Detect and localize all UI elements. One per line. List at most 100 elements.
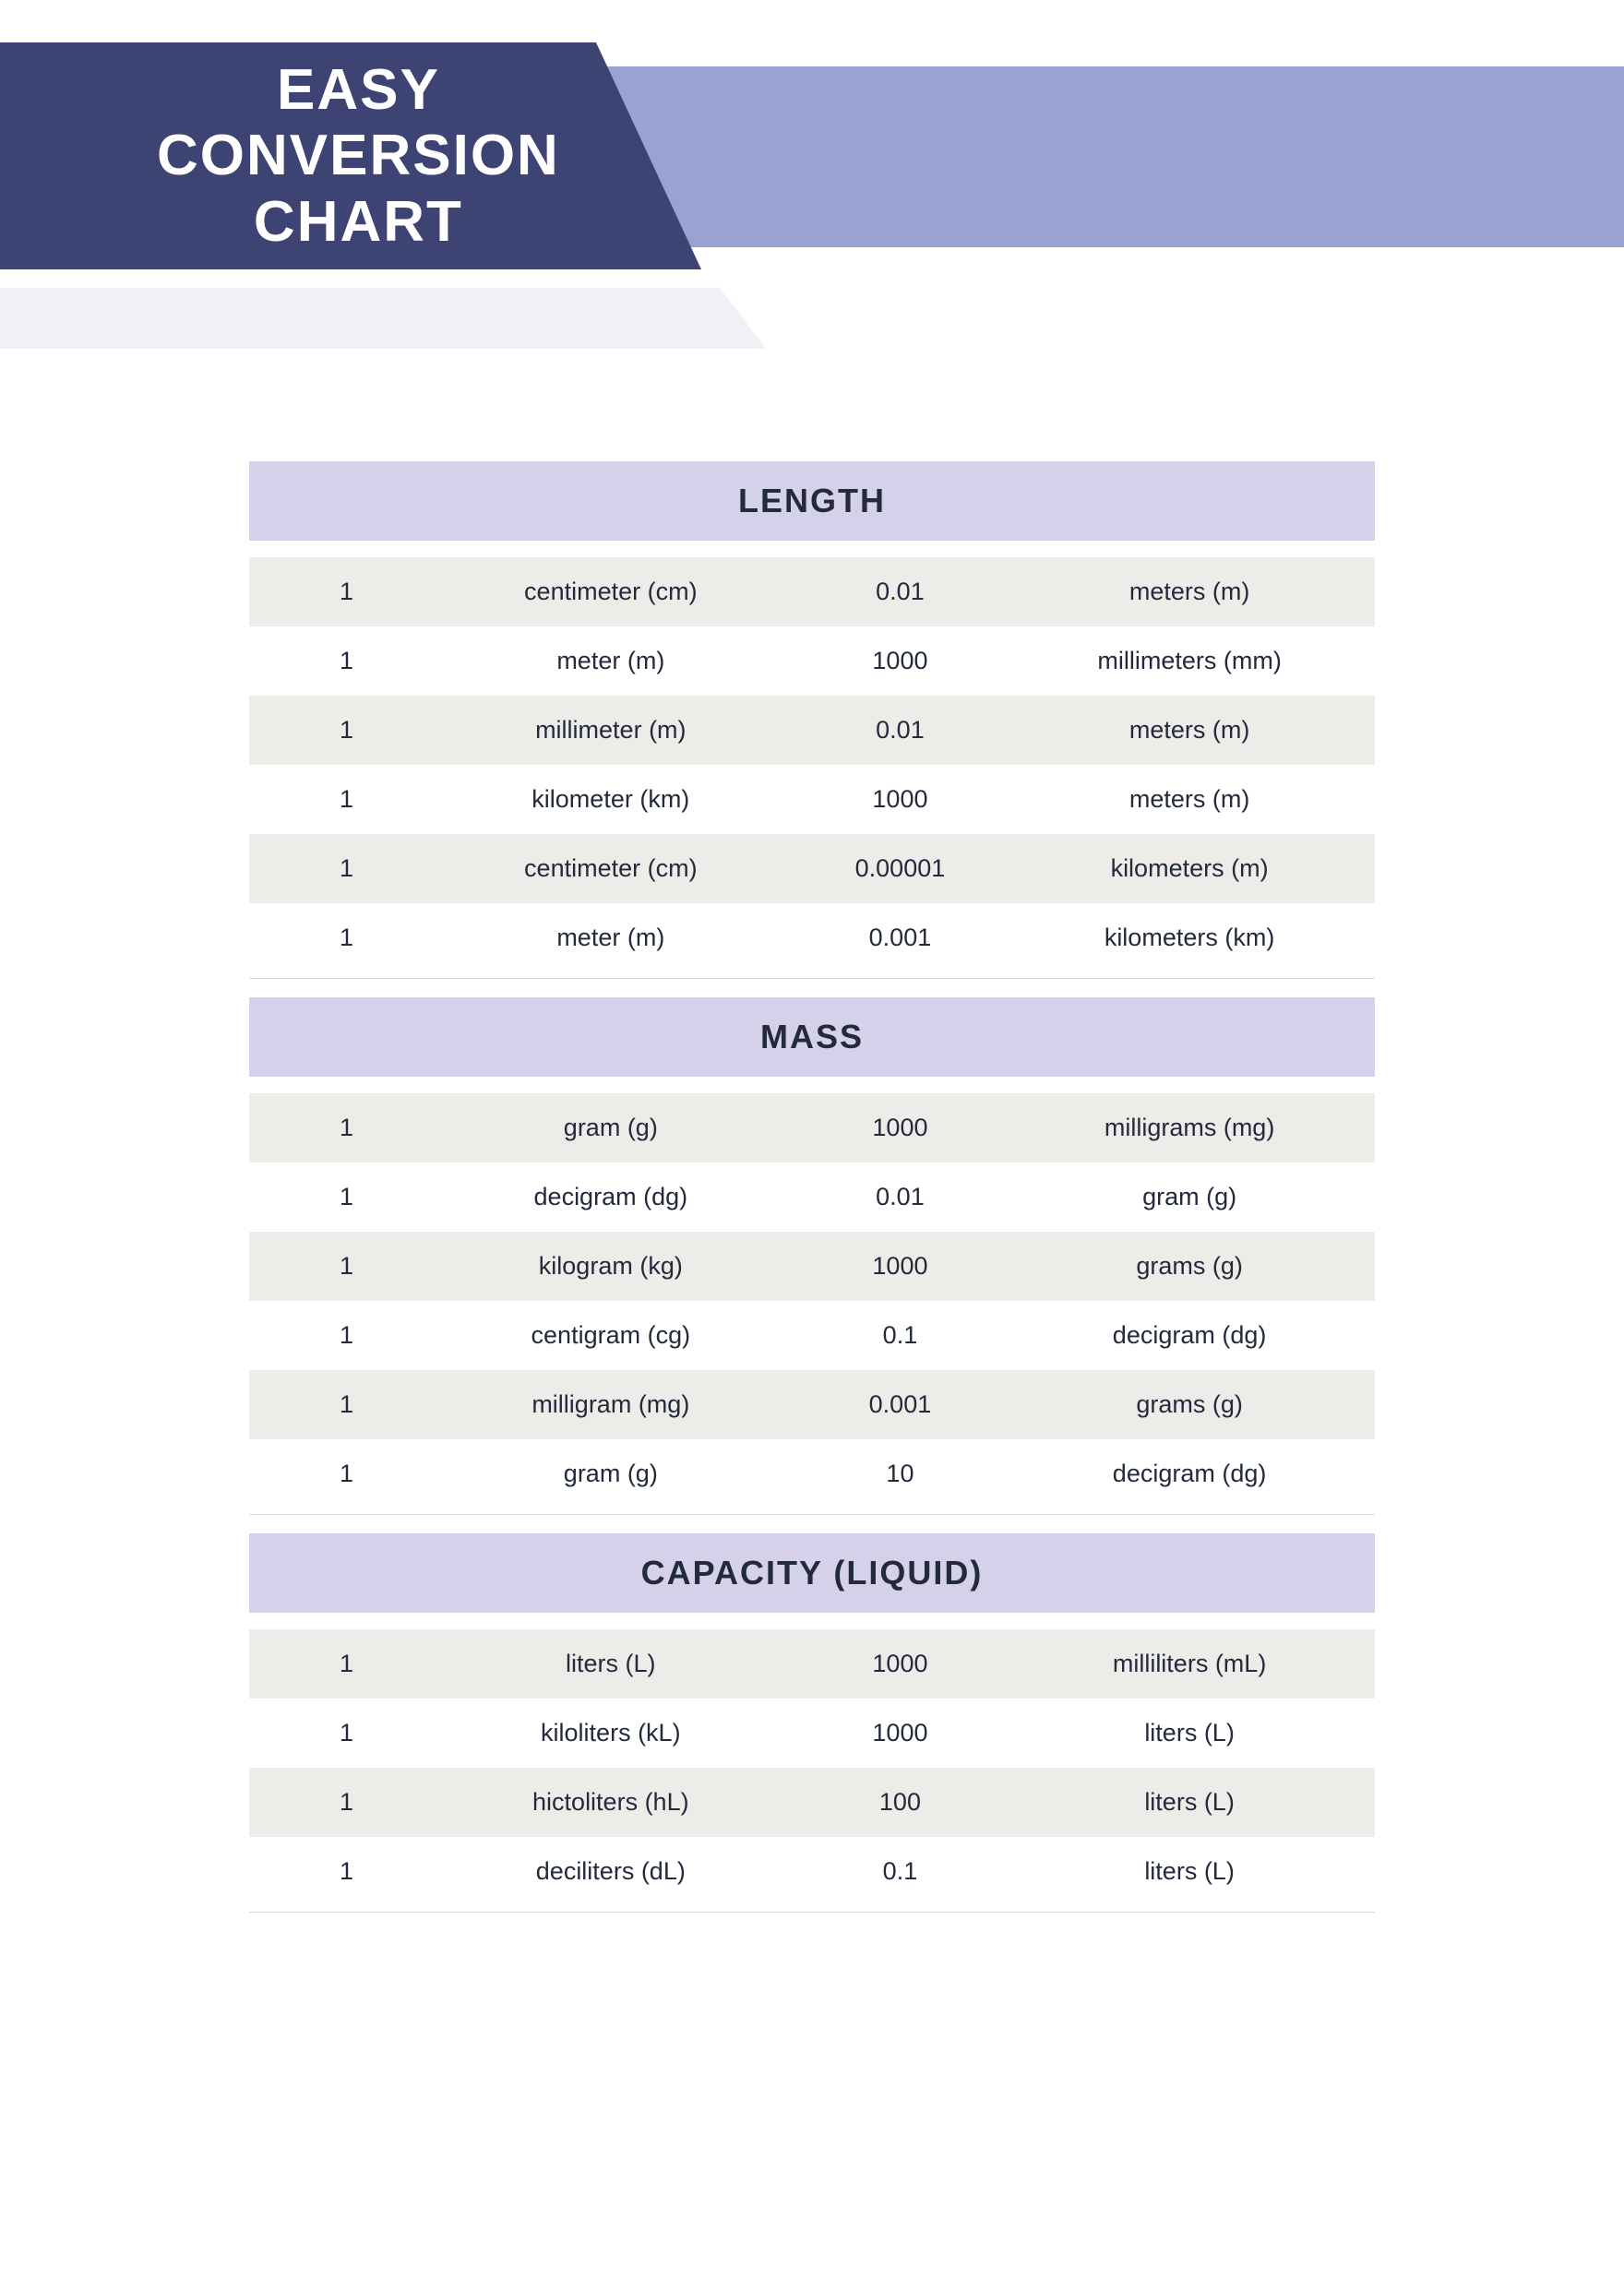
- section-title-length: LENGTH: [249, 461, 1375, 541]
- cell-from-unit: decigram (dg): [435, 1183, 787, 1211]
- cell-from-unit: kilometer (km): [435, 785, 787, 814]
- title-line-1: EASY: [277, 58, 440, 122]
- cell-from-unit: kilogram (kg): [435, 1252, 787, 1281]
- cell-value: 1000: [787, 1252, 1013, 1281]
- cell-to-unit: milligrams (mg): [1013, 1114, 1366, 1142]
- cell-qty: 1: [258, 1321, 435, 1350]
- section-length: LENGTH 1 centimeter (cm) 0.01 meters (m)…: [249, 461, 1375, 979]
- cell-qty: 1: [258, 1650, 435, 1678]
- cell-value: 10: [787, 1460, 1013, 1488]
- title-line-2: CONVERSION: [157, 124, 560, 187]
- cell-qty: 1: [258, 1719, 435, 1747]
- cell-qty: 1: [258, 1252, 435, 1281]
- section-divider: [249, 978, 1375, 979]
- cell-from-unit: deciliters (dL): [435, 1857, 787, 1886]
- cell-qty: 1: [258, 924, 435, 952]
- cell-value: 1000: [787, 785, 1013, 814]
- cell-to-unit: grams (g): [1013, 1390, 1366, 1419]
- section-title-mass: MASS: [249, 997, 1375, 1077]
- cell-to-unit: kilometers (km): [1013, 924, 1366, 952]
- table-row: 1 liters (L) 1000 milliliters (mL): [249, 1629, 1375, 1699]
- cell-value: 0.00001: [787, 854, 1013, 883]
- cell-from-unit: gram (g): [435, 1114, 787, 1142]
- cell-to-unit: millimeters (mm): [1013, 647, 1366, 675]
- table-row: 1 kilometer (km) 1000 meters (m): [249, 765, 1375, 834]
- cell-value: 1000: [787, 1114, 1013, 1142]
- cell-value: 0.01: [787, 716, 1013, 745]
- section-capacity: CAPACITY (LIQUID) 1 liters (L) 1000 mill…: [249, 1533, 1375, 1913]
- cell-to-unit: decigram (dg): [1013, 1321, 1366, 1350]
- content-area: LENGTH 1 centimeter (cm) 0.01 meters (m)…: [249, 461, 1375, 2005]
- title-line-3: CHART: [254, 190, 463, 254]
- table-row: 1 decigram (dg) 0.01 gram (g): [249, 1162, 1375, 1232]
- cell-value: 0.001: [787, 1390, 1013, 1419]
- table-row: 1 millimeter (m) 0.01 meters (m): [249, 696, 1375, 765]
- section-divider: [249, 1514, 1375, 1515]
- header-pale-band: [0, 288, 766, 349]
- section-mass: MASS 1 gram (g) 1000 milligrams (mg) 1 d…: [249, 997, 1375, 1515]
- cell-from-unit: milligram (mg): [435, 1390, 787, 1419]
- table-row: 1 centigram (cg) 0.1 decigram (dg): [249, 1301, 1375, 1370]
- cell-from-unit: kiloliters (kL): [435, 1719, 787, 1747]
- cell-value: 0.01: [787, 1183, 1013, 1211]
- cell-to-unit: meters (m): [1013, 785, 1366, 814]
- cell-from-unit: centimeter (cm): [435, 578, 787, 606]
- table-row: 1 centimeter (cm) 0.00001 kilometers (m): [249, 834, 1375, 903]
- cell-qty: 1: [258, 1788, 435, 1817]
- section-spacer: [249, 1077, 1375, 1093]
- cell-qty: 1: [258, 1183, 435, 1211]
- cell-from-unit: millimeter (m): [435, 716, 787, 745]
- cell-to-unit: milliliters (mL): [1013, 1650, 1366, 1678]
- cell-qty: 1: [258, 785, 435, 814]
- cell-value: 0.01: [787, 578, 1013, 606]
- table-row: 1 kilogram (kg) 1000 grams (g): [249, 1232, 1375, 1301]
- cell-value: 0.1: [787, 1321, 1013, 1350]
- cell-qty: 1: [258, 1390, 435, 1419]
- cell-to-unit: decigram (dg): [1013, 1460, 1366, 1488]
- cell-from-unit: hictoliters (hL): [435, 1788, 787, 1817]
- table-row: 1 kiloliters (kL) 1000 liters (L): [249, 1699, 1375, 1768]
- table-row: 1 centimeter (cm) 0.01 meters (m): [249, 557, 1375, 626]
- cell-to-unit: liters (L): [1013, 1788, 1366, 1817]
- cell-value: 1000: [787, 647, 1013, 675]
- cell-qty: 1: [258, 1114, 435, 1142]
- table-row: 1 hictoliters (hL) 100 liters (L): [249, 1768, 1375, 1837]
- table-row: 1 milligram (mg) 0.001 grams (g): [249, 1370, 1375, 1439]
- cell-to-unit: meters (m): [1013, 578, 1366, 606]
- header-dark-band: EASY CONVERSION CHART: [0, 42, 701, 269]
- cell-value: 1000: [787, 1650, 1013, 1678]
- cell-to-unit: grams (g): [1013, 1252, 1366, 1281]
- cell-from-unit: meter (m): [435, 647, 787, 675]
- section-title-capacity: CAPACITY (LIQUID): [249, 1533, 1375, 1613]
- cell-from-unit: liters (L): [435, 1650, 787, 1678]
- table-row: 1 gram (g) 1000 milligrams (mg): [249, 1093, 1375, 1162]
- cell-value: 1000: [787, 1719, 1013, 1747]
- page-title: EASY CONVERSION CHART: [157, 57, 560, 255]
- cell-value: 0.001: [787, 924, 1013, 952]
- cell-from-unit: gram (g): [435, 1460, 787, 1488]
- cell-value: 0.1: [787, 1857, 1013, 1886]
- page-header: EASY CONVERSION CHART: [0, 0, 1624, 295]
- cell-to-unit: liters (L): [1013, 1857, 1366, 1886]
- cell-to-unit: gram (g): [1013, 1183, 1366, 1211]
- section-divider: [249, 1912, 1375, 1913]
- cell-from-unit: centimeter (cm): [435, 854, 787, 883]
- cell-value: 100: [787, 1788, 1013, 1817]
- section-spacer: [249, 541, 1375, 557]
- cell-qty: 1: [258, 1857, 435, 1886]
- table-row: 1 meter (m) 0.001 kilometers (km): [249, 903, 1375, 972]
- cell-qty: 1: [258, 716, 435, 745]
- cell-to-unit: liters (L): [1013, 1719, 1366, 1747]
- cell-to-unit: kilometers (m): [1013, 854, 1366, 883]
- cell-from-unit: centigram (cg): [435, 1321, 787, 1350]
- cell-qty: 1: [258, 1460, 435, 1488]
- cell-to-unit: meters (m): [1013, 716, 1366, 745]
- section-spacer: [249, 1613, 1375, 1629]
- table-row: 1 gram (g) 10 decigram (dg): [249, 1439, 1375, 1508]
- table-row: 1 deciliters (dL) 0.1 liters (L): [249, 1837, 1375, 1906]
- cell-qty: 1: [258, 578, 435, 606]
- table-row: 1 meter (m) 1000 millimeters (mm): [249, 626, 1375, 696]
- cell-from-unit: meter (m): [435, 924, 787, 952]
- cell-qty: 1: [258, 647, 435, 675]
- cell-qty: 1: [258, 854, 435, 883]
